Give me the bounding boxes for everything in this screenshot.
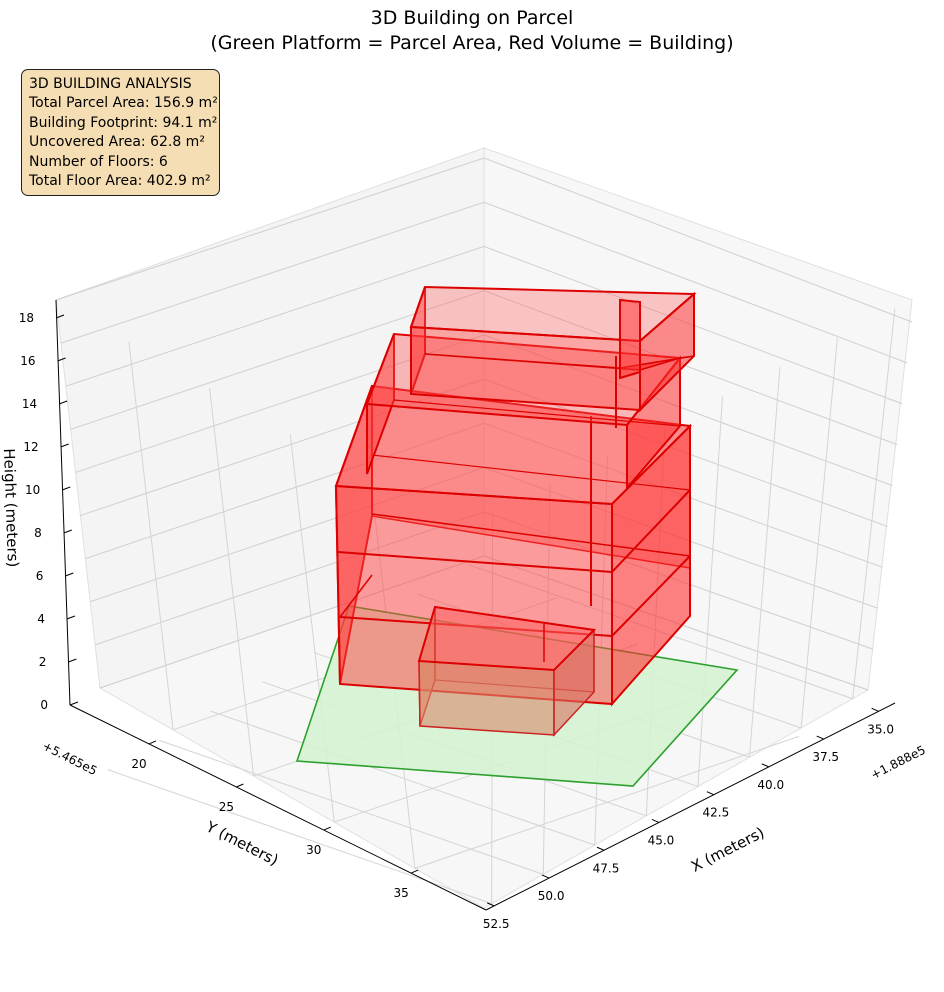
z-tick-label: 18	[19, 311, 34, 325]
z-tick	[57, 357, 66, 362]
y-axis-label: Y (meters)	[202, 817, 281, 869]
building-top-ledge	[424, 353, 695, 371]
y-tick-label: 25	[219, 800, 234, 814]
z-tick	[55, 314, 65, 319]
z-grid-line	[60, 201, 908, 364]
x-tick-label: 52.5	[483, 917, 510, 931]
z-tick-label: 14	[22, 397, 37, 411]
mid-inner-edge	[393, 399, 681, 427]
z-axis-line	[55, 299, 71, 706]
z-tick-label: 16	[20, 354, 35, 368]
x-tick-label: 50.0	[538, 889, 565, 903]
x-offset-label: +1.888e5	[869, 743, 928, 782]
z-tick-label: 6	[36, 569, 44, 583]
x-tick-label: 37.5	[812, 750, 839, 764]
building-volume	[334, 285, 697, 737]
info-box-line: Building Footprint: 94.1 m²	[29, 114, 218, 131]
wing-front	[418, 660, 555, 736]
y-tick	[410, 869, 419, 874]
z-grid-line	[80, 378, 888, 527]
wing-top	[417, 605, 597, 672]
z-tick	[65, 572, 74, 577]
z-tick	[66, 615, 76, 620]
z-grid-line	[70, 290, 898, 446]
axis-ticks: 0 2 4 6 8 10 12 14 16 18 20 25 30 35 35.0 37.5 40.0 42.5 4…	[19, 311, 894, 931]
z-grid-line	[85, 422, 883, 568]
floor-line-back-2	[339, 574, 373, 618]
x-tick-label: 42.5	[703, 806, 730, 820]
x-grid-line	[210, 710, 595, 846]
floor-line-2	[337, 489, 691, 574]
z-tick	[58, 400, 68, 405]
info-box-line: Uncovered Area: 62.8 m²	[29, 134, 205, 151]
x-tick-label: 45.0	[648, 833, 675, 847]
building-main-top	[334, 384, 693, 506]
chart-title-line2: (Green Platform = Parcel Area, Red Volum…	[210, 32, 734, 54]
building-top-fin	[619, 298, 641, 380]
info-box: 3D BUILDING ANALYSIS Total Parcel Area: …	[21, 69, 220, 196]
y-wall-grid-line	[209, 387, 255, 777]
x-grid-line	[159, 739, 544, 875]
y-tick	[236, 783, 244, 788]
x-tick	[761, 763, 769, 768]
x-axis-line	[485, 702, 896, 911]
x-tick	[541, 874, 550, 879]
x-tick	[816, 735, 824, 740]
x-wall-grid-line	[800, 337, 838, 729]
x-tick-label: 47.5	[593, 861, 620, 875]
x-tick	[706, 791, 715, 796]
x-tick	[486, 902, 495, 907]
z-grid-line	[65, 245, 903, 405]
y-tick-label: 35	[393, 886, 408, 900]
x-wall-grid-line	[749, 367, 781, 758]
z-tick	[63, 529, 72, 534]
x-tick	[596, 846, 605, 851]
chart-title: 3D Building on Parcel (Green Platform = …	[0, 6, 944, 56]
x-tick-label: 35.0	[867, 722, 894, 736]
x-axis-label: X (meters)	[688, 823, 767, 875]
z-tick	[62, 486, 71, 491]
info-box-heading: 3D BUILDING ANALYSIS	[29, 76, 192, 92]
z-tick-label: 10	[25, 483, 40, 497]
z-grid-line	[55, 157, 913, 323]
y-wall-grid-line	[128, 341, 174, 730]
z-tick-label: 2	[39, 655, 47, 669]
x-tick-label: 40.0	[757, 778, 784, 792]
z-tick	[69, 701, 79, 706]
y-tick-label: 30	[306, 843, 321, 857]
floor-line-back-1	[371, 513, 691, 557]
z-tick-label: 0	[40, 698, 48, 712]
chart-title-line1: 3D Building on Parcel	[370, 7, 574, 29]
y-tick-label: 20	[131, 757, 146, 771]
info-box-line: Number of Floors: 6	[29, 153, 168, 170]
info-box-line: Total Floor Area: 402.9 m²	[29, 173, 211, 190]
y-tick	[323, 826, 331, 831]
z-tick-label: 4	[37, 612, 45, 626]
z-grid-line	[75, 334, 893, 487]
x-tick	[651, 819, 660, 823]
x-wall-grid-line	[697, 396, 723, 787]
y-axis-line	[69, 704, 487, 911]
x-tick	[871, 707, 879, 712]
z-tick	[68, 658, 77, 663]
x-wall-grid-line	[852, 308, 896, 699]
info-box-line: Total Parcel Area: 156.9 m²	[29, 95, 218, 112]
floor-line-back-3	[371, 454, 691, 491]
z-tick-label: 8	[34, 526, 42, 540]
z-tick	[60, 443, 69, 448]
z-axis-label: Height (meters)	[0, 448, 22, 568]
y-tick	[148, 740, 157, 745]
y-offset-label: +5.465e5	[40, 739, 99, 778]
z-tick-label: 12	[23, 440, 38, 454]
